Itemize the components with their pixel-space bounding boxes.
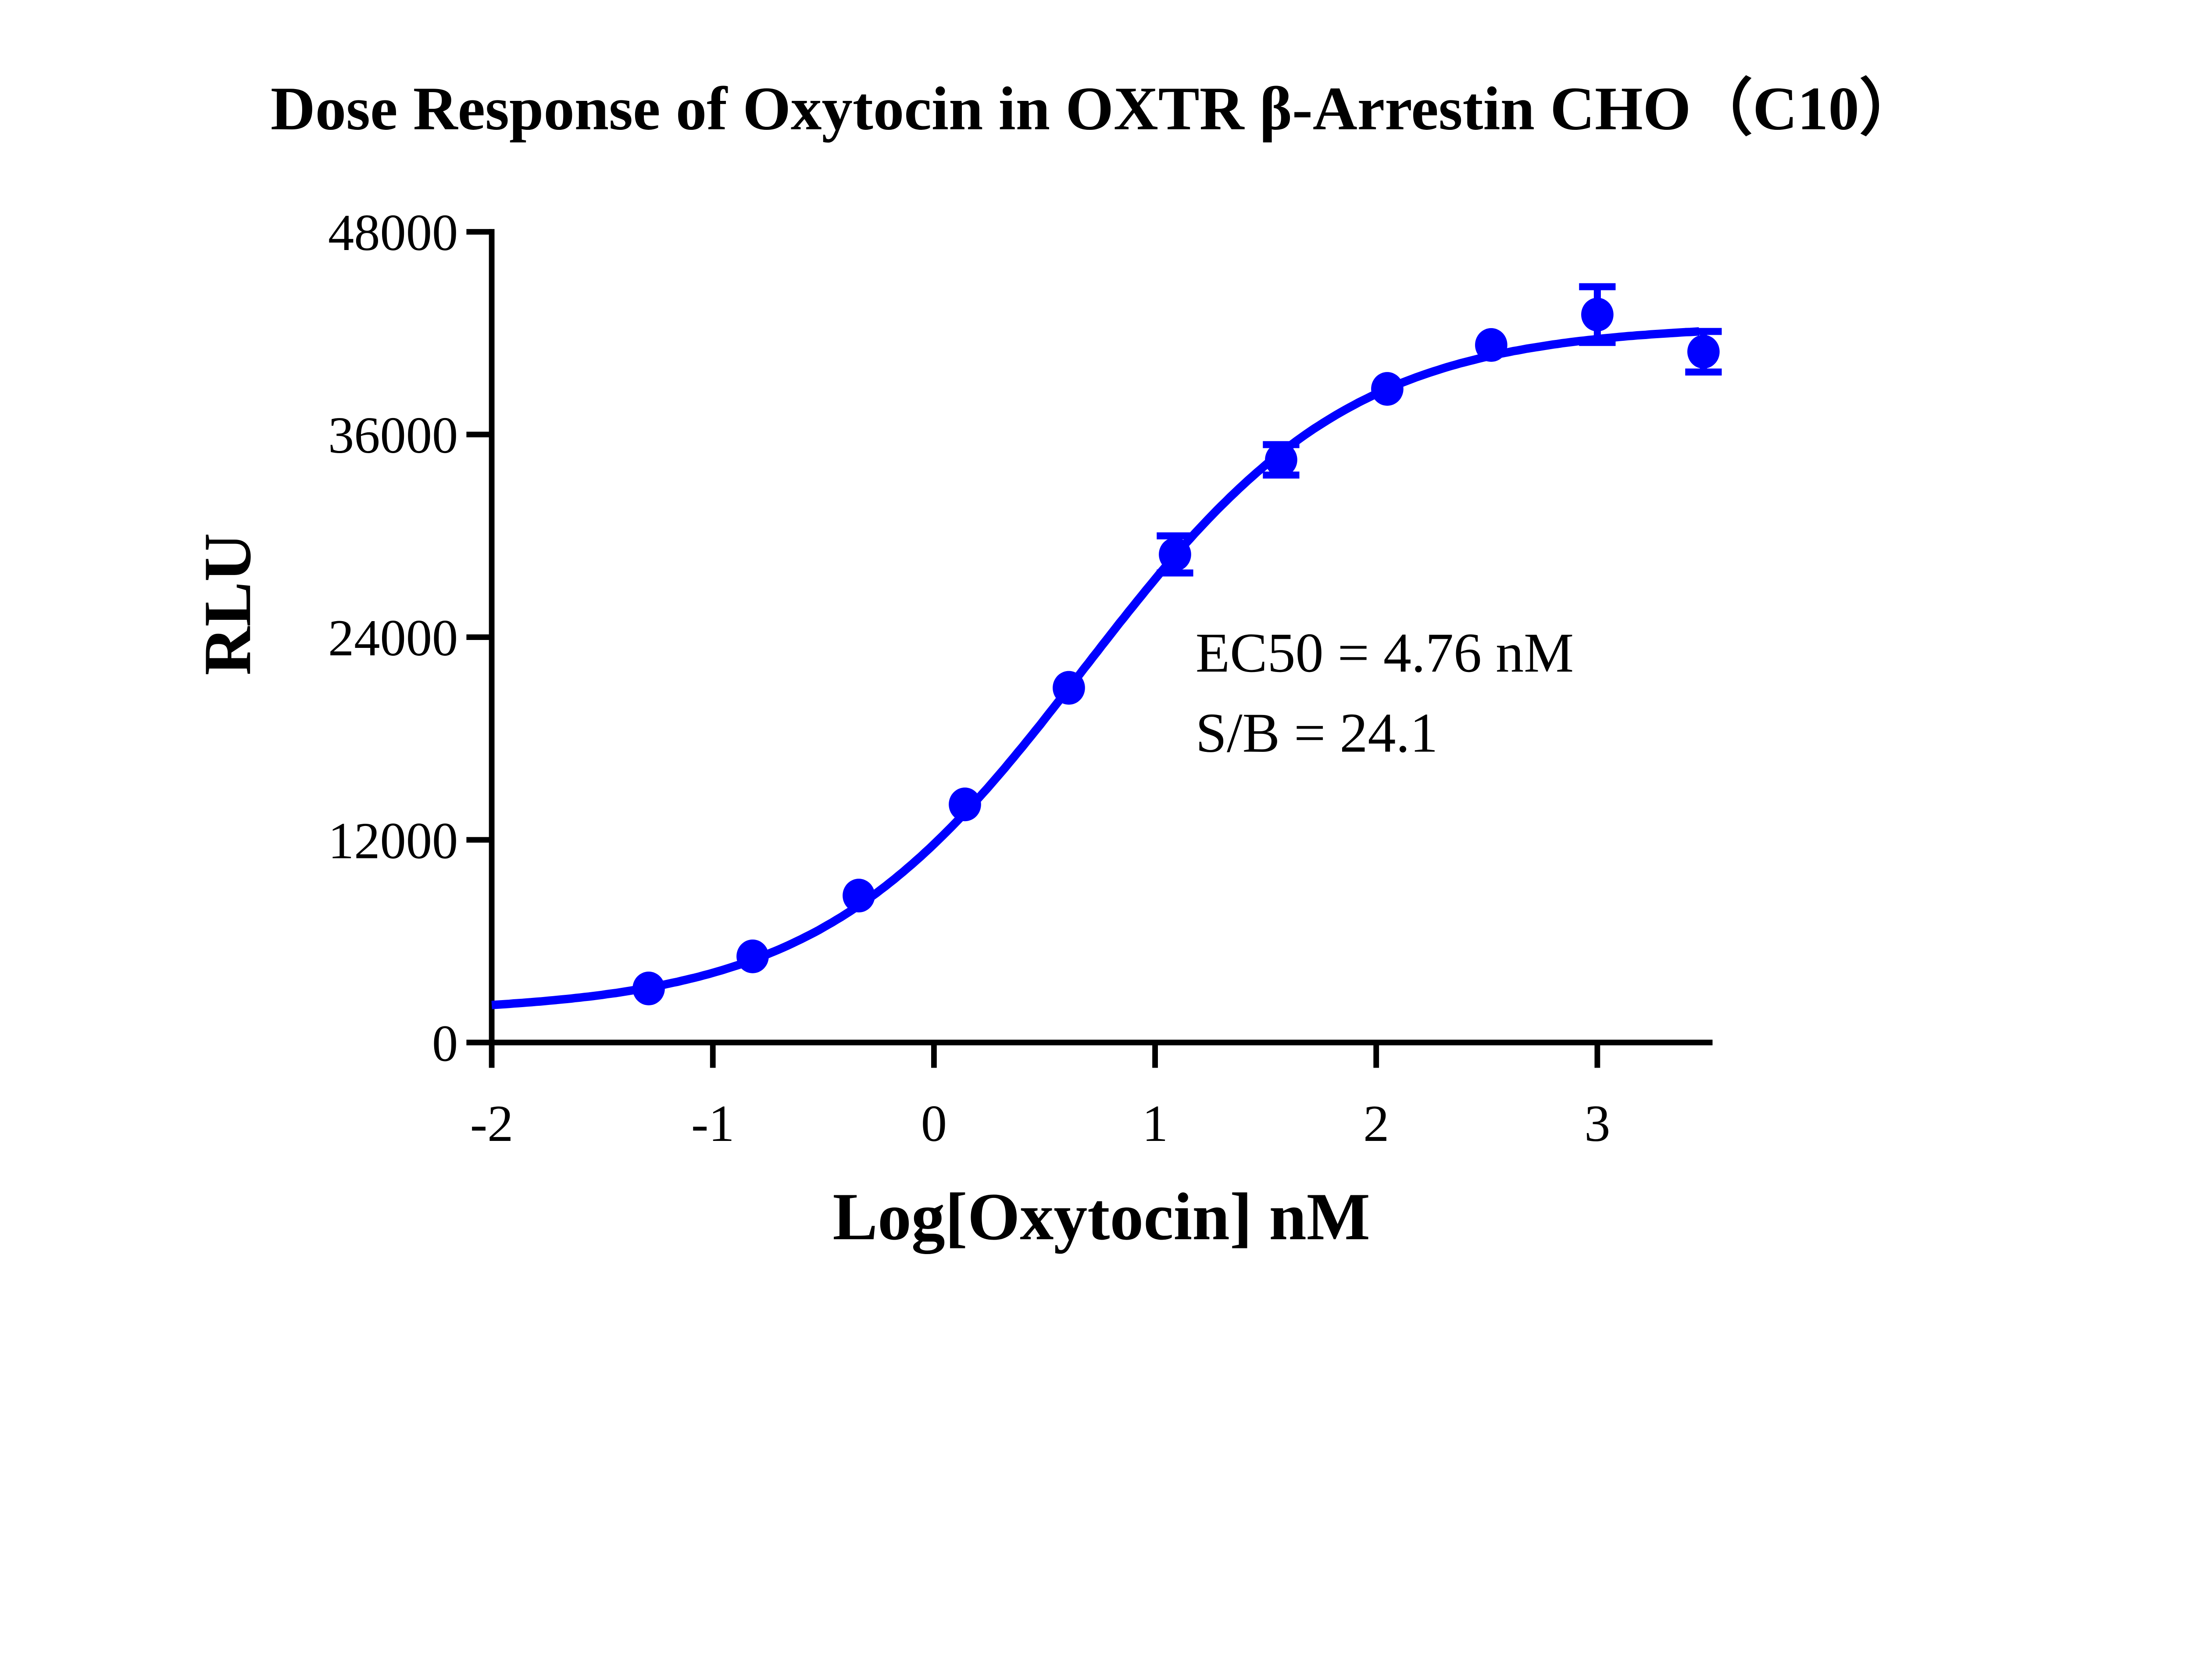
data-point [632,972,665,1005]
data-point [843,879,875,913]
data-point [1371,372,1404,406]
x-tick-label: 3 [1584,1094,1610,1152]
data-point [1475,328,1507,362]
data-point [1687,335,1720,369]
x-tick-label: -2 [470,1094,514,1152]
data-point [736,939,769,973]
x-tick-label: 0 [921,1094,947,1152]
y-tick-label: 12000 [328,811,458,869]
y-tick-label: 36000 [328,406,458,464]
x-axis-label: Log[Oxytocin] nM [832,1180,1370,1254]
data-point [949,787,981,822]
data-point [1159,537,1191,572]
y-tick-label: 24000 [328,609,458,667]
x-tick-label: 2 [1363,1094,1389,1152]
y-tick-label: 0 [432,1014,458,1072]
data-point [1053,671,1085,705]
x-tick-label: -1 [691,1094,735,1152]
data-point [1265,443,1297,477]
sb-annotation: S/B = 24.1 [1196,702,1438,764]
y-axis-label: RLU [190,533,265,676]
y-tick-label: 48000 [328,204,458,261]
dose-response-chart: Dose Response of Oxytocin in OXTR β-Arre… [190,75,1921,1254]
ec50-annotation: EC50 = 4.76 nM [1196,622,1574,684]
data-point [1581,297,1614,332]
x-tick-label: 1 [1142,1094,1168,1152]
chart-title: Dose Response of Oxytocin in OXTR β-Arre… [271,75,1921,143]
